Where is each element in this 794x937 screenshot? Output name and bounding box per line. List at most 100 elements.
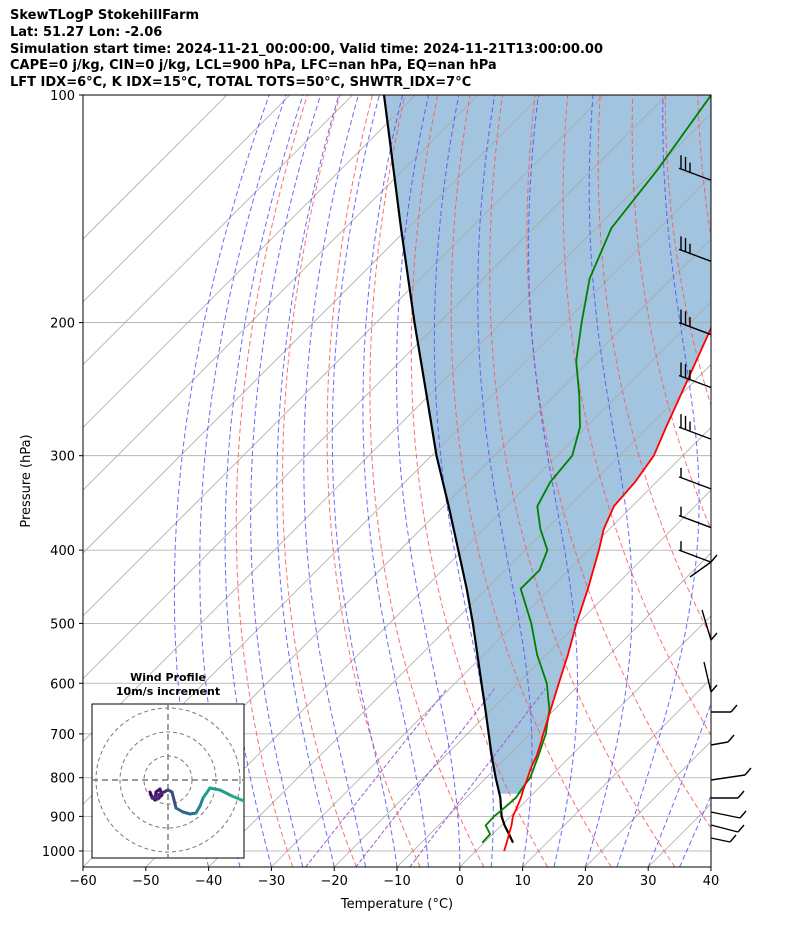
moist-adiabat-40 — [710, 865, 711, 867]
mixing-ratio-line — [305, 688, 448, 867]
wind-barb — [701, 609, 718, 641]
x-tick-label: −20 — [320, 874, 347, 889]
dry-adiabat-60 — [597, 95, 711, 638]
station-location: Lat: 51.27 Lon: -2.06 — [10, 24, 163, 40]
wind-barb — [710, 834, 737, 843]
hodograph — [91, 703, 245, 859]
x-tick-label: −10 — [383, 874, 410, 889]
moist-adiabat-30 — [647, 702, 711, 867]
hodograph-trace-segment — [208, 786, 222, 792]
isotherm-40 — [710, 866, 711, 867]
dry-adiabat-100 — [730, 95, 794, 867]
chart-title: SkewTLogP StokehillFarm — [10, 8, 200, 23]
parcel-profile-line — [382, 95, 514, 844]
wind-barb — [703, 661, 718, 693]
reference-lines — [173, 95, 794, 867]
y-tick-label: 100 — [50, 89, 75, 104]
profiles — [382, 95, 711, 852]
wind-barb — [678, 414, 712, 440]
hodograph-heading: Wind Profile — [130, 671, 206, 684]
wind-barb — [711, 704, 738, 713]
x-tick-label: 30 — [640, 874, 657, 889]
isotherm--130 — [83, 95, 416, 428]
x-tick-label: 20 — [577, 874, 594, 889]
wind-barb — [710, 734, 735, 746]
dry-adiabat-110 — [763, 95, 794, 867]
moist-adiabat-15 — [528, 95, 578, 867]
moist-adiabat--35 — [199, 95, 287, 867]
wind-barb — [678, 309, 712, 336]
dry-adiabat-10 — [410, 95, 549, 867]
hodograph-trace-segment — [150, 788, 170, 800]
y-tick-label: 300 — [50, 450, 75, 465]
isotherm--90 — [83, 95, 667, 680]
wind-barb — [678, 236, 712, 262]
temperature-profile-line — [503, 325, 711, 852]
moist-adiabat-20 — [584, 95, 633, 867]
dry-adiabat--20 — [282, 95, 357, 867]
wind-barb — [710, 824, 745, 833]
x-tick-label: −50 — [132, 874, 159, 889]
moist-adiabat-5 — [433, 95, 494, 867]
isotherm--10 — [396, 552, 711, 867]
isotherm--150 — [83, 95, 291, 303]
x-tick-label: −40 — [195, 874, 222, 889]
y-tick-label: 600 — [50, 677, 75, 692]
moist-adiabat--15 — [303, 95, 367, 867]
wind-barb — [678, 467, 712, 490]
isotherm--100 — [83, 95, 605, 617]
dry-adiabat--30 — [235, 95, 308, 867]
isotherm--30 — [271, 426, 711, 867]
hodograph-trace-segment — [218, 788, 234, 798]
y-tick-label: 400 — [50, 544, 75, 559]
dry-adiabat-90 — [697, 95, 711, 240]
stability-indices-1: CAPE=0 j/kg, CIN=0 j/kg, LCL=900 hPa, LF… — [10, 58, 497, 74]
isotherm--160 — [83, 95, 228, 240]
wind-barb — [678, 362, 712, 389]
x-tick-label: 40 — [703, 874, 720, 889]
moist-adiabat--5 — [362, 95, 429, 867]
hodograph-increment: 10m/s increment — [115, 685, 221, 698]
dry-adiabat-0 — [369, 95, 485, 867]
x-axis: −60 −50 −40 −30 −20 −10 0 10 20 30 40 — [69, 867, 719, 889]
wind-barb — [710, 767, 752, 781]
moist-adiabat-25 — [616, 95, 700, 867]
moist-adiabat--25 — [250, 95, 322, 867]
moist-adiabat-0 — [396, 95, 461, 867]
isotherm--80 — [83, 112, 711, 742]
hodograph-trace-segment — [201, 786, 212, 800]
dry-adiabat-50 — [562, 95, 711, 737]
wind-barb — [710, 810, 747, 819]
mixing-ratio-line — [355, 688, 495, 867]
dewpoint-profile-line — [481, 95, 711, 844]
moist-adiabat-10 — [477, 95, 533, 867]
wind-barb — [678, 506, 712, 529]
isotherm--110 — [83, 95, 542, 554]
y-axis: 1000 900 800 700 600 500 400 300 200 100 — [42, 89, 83, 860]
wind-barb — [678, 155, 712, 181]
wind-barb — [678, 541, 712, 563]
isotherm--120 — [83, 95, 479, 491]
moist-adiabat--40 — [173, 95, 270, 867]
hodograph-trace-segment — [230, 794, 244, 803]
wind-barb — [711, 790, 745, 799]
wind-barbs — [678, 155, 752, 843]
y-axis-label: Pressure (hPa) — [19, 434, 34, 527]
y-tick-label: 500 — [50, 617, 75, 632]
isotherm-0 — [459, 615, 711, 867]
moist-adiabat--20 — [276, 95, 340, 867]
moist-adiabat--10 — [331, 95, 398, 867]
x-axis-label: Temperature (°C) — [340, 897, 453, 912]
x-tick-label: −60 — [69, 874, 96, 889]
x-tick-label: −30 — [258, 874, 285, 889]
simulation-times: Simulation start time: 2024-11-21_00:00:… — [10, 41, 603, 57]
isotherm--20 — [333, 489, 711, 867]
dry-adiabat-30 — [489, 95, 676, 867]
x-tick-label: 0 — [456, 874, 464, 889]
y-tick-label: 700 — [50, 728, 75, 743]
isotherm--140 — [83, 95, 353, 366]
x-tick-label: 10 — [514, 874, 531, 889]
moist-adiabat--30 — [224, 95, 304, 867]
isotherm-10 — [522, 678, 711, 867]
